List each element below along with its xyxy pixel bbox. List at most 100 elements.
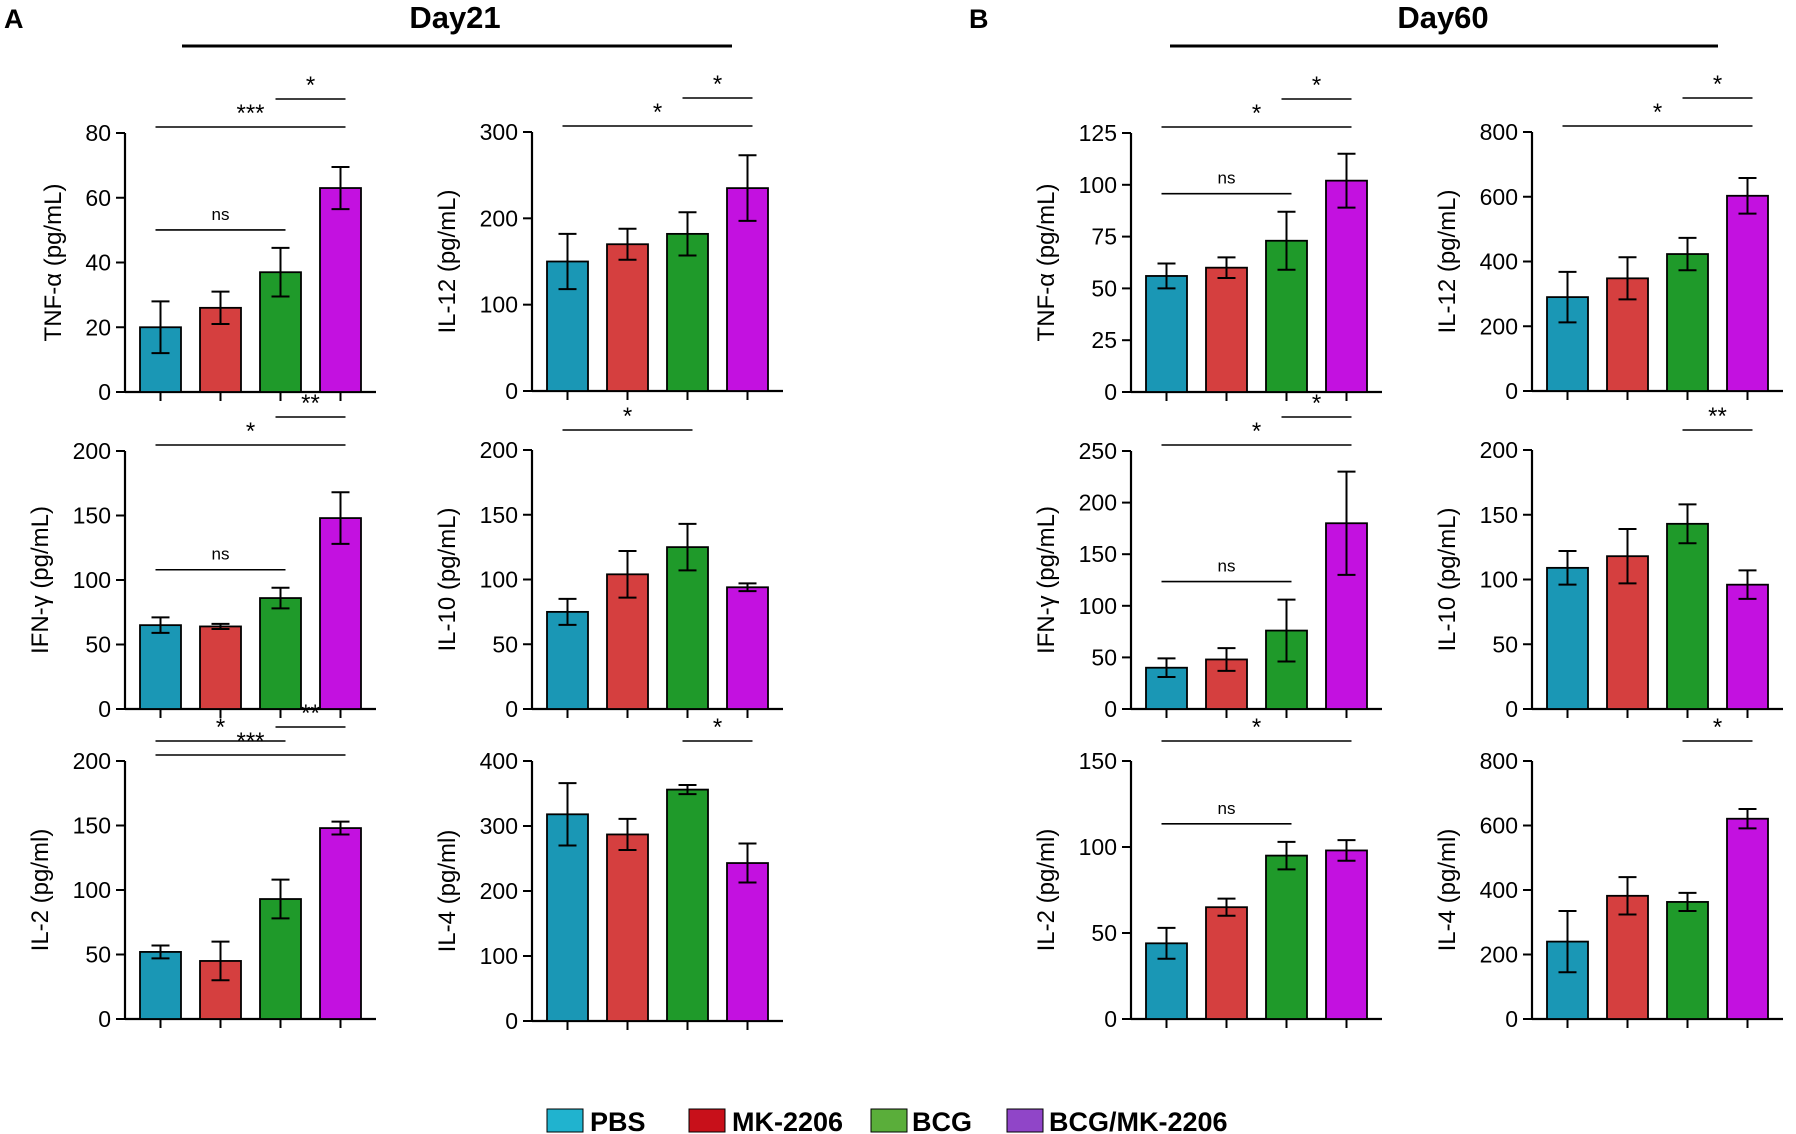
chart-d21-ifng: 0 50 100 150 200 IFN-γ (pg/mL) ** ns * xyxy=(27,390,376,722)
y-tick-label: 200 xyxy=(480,205,518,231)
bar-pbs xyxy=(546,813,589,1022)
y-tick-label: 200 xyxy=(1480,313,1518,339)
y-tick-label: 0 xyxy=(98,1006,111,1032)
y-tick-label: 50 xyxy=(492,631,518,657)
bar-bcg-mk-2206 xyxy=(1726,817,1769,1020)
y-axis-title: TNF-α (pg/mL) xyxy=(40,184,67,342)
y-tick-label: 150 xyxy=(1480,502,1518,528)
y-tick-label: 800 xyxy=(1480,119,1518,145)
y-axis-title: IL-4 (pg/ml) xyxy=(434,830,461,953)
y-tick-label: 200 xyxy=(1480,942,1518,968)
y-axis-title: IL-12 (pg/mL) xyxy=(1434,189,1461,333)
significance-star: ** xyxy=(301,700,320,727)
y-tick-label: 0 xyxy=(505,696,518,722)
chart-d60-il2: 0 50 100 150 IL-2 (pg/ml) ns * xyxy=(1033,714,1382,1032)
bar-bcg xyxy=(666,788,709,1022)
bar-bcg xyxy=(666,232,709,392)
legend-label-bcg: BCG xyxy=(912,1107,972,1134)
y-tick-label: 0 xyxy=(1104,379,1117,405)
y-tick-label: 0 xyxy=(1505,1006,1518,1032)
significance-star: *** xyxy=(236,100,264,127)
y-tick-label: 100 xyxy=(1079,593,1117,619)
y-tick-label: 25 xyxy=(1091,327,1117,353)
bar-mk-2206 xyxy=(606,833,649,1022)
chart-d21-il4: 0 100 200 300 400 IL-4 (pg/ml) * xyxy=(434,714,783,1034)
bar-bcg-mk-2206 xyxy=(1325,849,1368,1020)
y-axis-title: IFN-γ (pg/mL) xyxy=(1033,506,1060,654)
significance-star: ** xyxy=(1708,403,1727,430)
y-tick-label: 0 xyxy=(1505,696,1518,722)
y-tick-label: 400 xyxy=(1480,877,1518,903)
bar-mk-2206 xyxy=(1205,906,1248,1020)
bar-bcg xyxy=(1666,901,1709,1020)
bar-bcg xyxy=(1666,253,1709,392)
y-axis-title: TNF-α (pg/mL) xyxy=(1033,184,1060,342)
significance-star: * xyxy=(1713,71,1722,98)
legend-label-mk2206: MK-2206 xyxy=(732,1107,843,1134)
y-tick-label: 60 xyxy=(85,185,111,211)
y-axis-title: IL-2 (pg/ml) xyxy=(1033,829,1060,952)
y-tick-label: 200 xyxy=(73,438,111,464)
bar-bcg xyxy=(259,597,302,710)
y-tick-label: 800 xyxy=(1480,748,1518,774)
y-tick-label: 200 xyxy=(1480,437,1518,463)
y-tick-label: 50 xyxy=(85,942,111,968)
y-tick-label: 250 xyxy=(1079,438,1117,464)
y-tick-label: 50 xyxy=(1091,920,1117,946)
significance-star: * xyxy=(1252,418,1261,445)
y-tick-label: 100 xyxy=(1079,172,1117,198)
y-tick-label: 100 xyxy=(1079,834,1117,860)
panel-letter-b: B xyxy=(969,4,989,34)
panel-title-day60: Day60 xyxy=(1397,0,1488,35)
y-tick-label: 300 xyxy=(480,119,518,145)
y-tick-label: 50 xyxy=(1091,644,1117,670)
y-tick-label: 100 xyxy=(73,567,111,593)
y-axis-title: IFN-γ (pg/mL) xyxy=(27,506,54,654)
significance-ns: ns xyxy=(1218,799,1236,818)
chart-d60-il12: 0 200 400 600 800 IL-12 (pg/mL) * * xyxy=(1434,71,1783,404)
chart-d21-il10: 0 50 100 150 200 IL-10 (pg/mL) * xyxy=(434,403,783,722)
y-tick-label: 0 xyxy=(1104,696,1117,722)
y-tick-label: 100 xyxy=(480,943,518,969)
bar-mk-2206 xyxy=(1205,266,1248,393)
chart-d21-il12: 0 100 200 300 IL-12 (pg/mL) * * xyxy=(434,71,783,404)
legend-swatch-bcg xyxy=(870,1108,908,1133)
y-tick-label: 80 xyxy=(85,120,111,146)
bar-bcg xyxy=(1666,522,1709,710)
y-tick-label: 100 xyxy=(1480,567,1518,593)
y-tick-label: 0 xyxy=(505,1008,518,1034)
bar-bcg-mk-2206 xyxy=(726,862,769,1022)
chart-d60-ifng: 0 50 100 150 200 250 IFN-γ (pg/mL) * ns * xyxy=(1033,390,1382,722)
y-tick-label: 400 xyxy=(1480,249,1518,275)
bar-bcg-mk-2206 xyxy=(319,187,362,393)
bar-pbs xyxy=(1145,275,1188,393)
panel-letter-a: A xyxy=(4,4,24,34)
y-axis-title: IL-10 (pg/mL) xyxy=(1434,507,1461,651)
legend: PBS MK-2206 BCG BCG/MK-2206 xyxy=(546,1107,1228,1134)
significance-star: * xyxy=(306,72,315,99)
bar-bcg xyxy=(1265,854,1308,1020)
y-tick-label: 75 xyxy=(1091,224,1117,250)
significance-ns: ns xyxy=(212,205,230,224)
significance-star: * xyxy=(653,99,662,126)
y-tick-label: 200 xyxy=(73,748,111,774)
y-tick-label: 100 xyxy=(480,292,518,318)
legend-swatch-pbs xyxy=(546,1108,584,1133)
y-axis-title: IL-10 (pg/mL) xyxy=(434,507,461,651)
y-tick-label: 40 xyxy=(85,250,111,276)
significance-star: * xyxy=(1252,100,1261,127)
significance-star: * xyxy=(713,71,722,98)
y-axis-title: IL-12 (pg/mL) xyxy=(434,189,461,333)
bar-mk-2206 xyxy=(199,625,242,710)
chart-d60-il4: 0 200 400 600 800 IL-4 (pg/ml) * xyxy=(1434,714,1783,1032)
y-tick-label: 150 xyxy=(1079,541,1117,567)
bar-mk-2206 xyxy=(606,243,649,392)
y-tick-label: 100 xyxy=(480,567,518,593)
y-tick-label: 0 xyxy=(1104,1006,1117,1032)
chart-d60-il10: 0 50 100 150 200 IL-10 (pg/mL) ** xyxy=(1434,403,1783,722)
y-tick-label: 200 xyxy=(1079,490,1117,516)
significance-star: * xyxy=(216,714,225,741)
y-tick-label: 50 xyxy=(1492,631,1518,657)
